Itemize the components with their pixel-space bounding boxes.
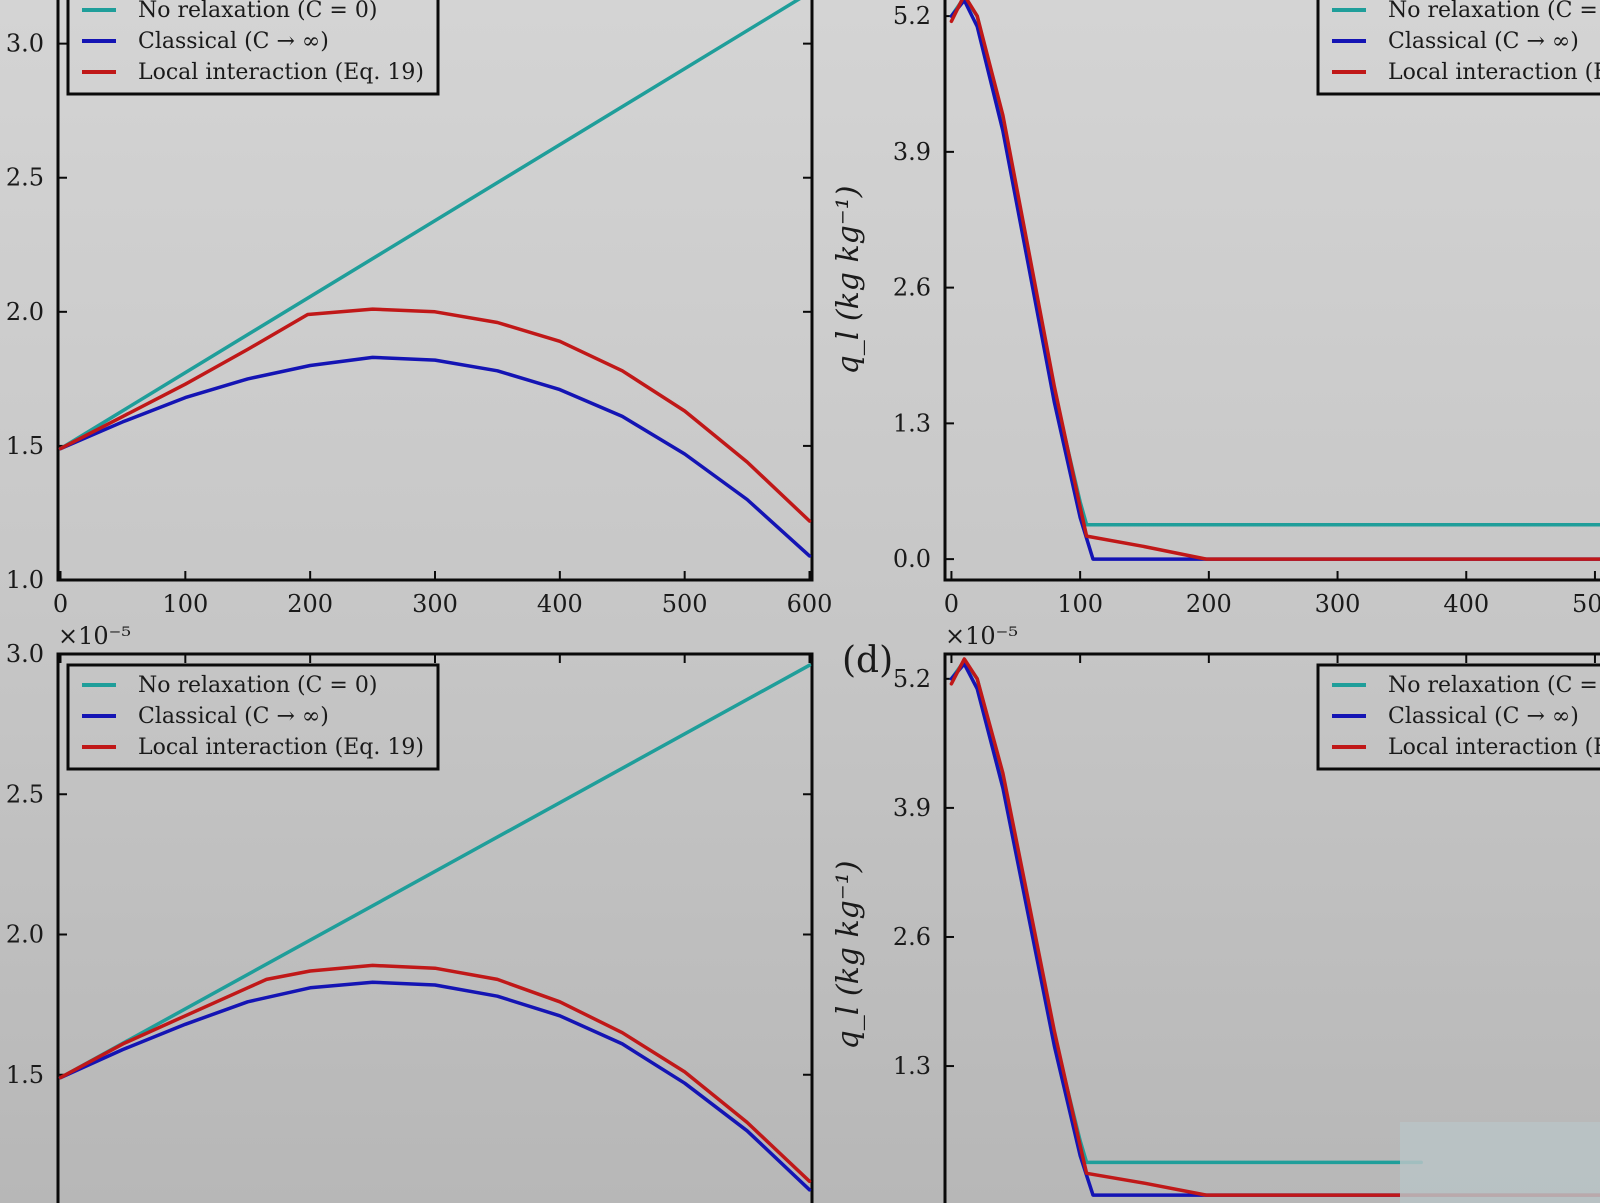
series-line-classical <box>58 355 812 558</box>
legend-label: No relaxation (C = <box>1388 673 1598 698</box>
legend: No relaxation (C = Classical (C → ∞) Local… <box>1316 0 1600 96</box>
legend-label: No relaxation (C = 0) <box>138 673 377 698</box>
legend-box <box>1316 0 1600 96</box>
x-tick-label: 300 <box>1315 590 1361 618</box>
y-tick-label: 2.0 <box>6 921 44 949</box>
y-tick-label: 1.5 <box>6 432 44 460</box>
y-tick-label: 1.0 <box>6 566 44 594</box>
legend-label: No relaxation (C = 0) <box>138 0 377 23</box>
y-tick-label: 5.2 <box>893 2 931 30</box>
legend: No relaxation (C = 0) Classical (C → ∞) Lo… <box>66 663 440 771</box>
legend-box <box>66 663 440 771</box>
y-tick-label: 2.5 <box>6 780 44 808</box>
axis-exponent-label: ×10⁻⁵ <box>58 622 131 650</box>
x-tick-label: 500 <box>1572 590 1600 618</box>
y-axis-label: q_l (kg kg⁻¹) <box>831 861 866 1050</box>
x-tick-label: 100 <box>1057 590 1103 618</box>
y-tick-label: 3.0 <box>6 30 44 58</box>
chart-panel-1: 1.0 1.5 2.0 2.5 3.0 0 100 200 300 400 500 600 No rel… <box>6 0 833 618</box>
panel-label: (d) <box>842 640 893 681</box>
series-line-no-relaxation <box>58 663 812 1080</box>
legend-label: Local interaction (Eq. 19) <box>138 60 424 85</box>
legend-label: Classical (C → ∞) <box>138 704 329 729</box>
legend-label: No relaxation (C = <box>1388 0 1598 23</box>
caption-overlay <box>1400 1122 1600 1203</box>
y-tick-label: 0.0 <box>893 545 931 573</box>
y-tick-label: 1.3 <box>893 1052 931 1080</box>
plot-frame <box>943 0 1600 582</box>
y-tick-label: 5.2 <box>893 665 931 693</box>
chart-panel-4: 1.3 2.6 3.9 5.2 No relaxation (C = Classical … <box>831 622 1600 1203</box>
series-line-local-interaction <box>58 307 812 523</box>
y-tick-label: 2.6 <box>893 274 931 302</box>
chart-panel-3: 1.5 2.0 2.5 3.0 No relaxation (C = 0) Classic… <box>6 622 814 1203</box>
legend-box <box>66 0 440 96</box>
plot-frame <box>56 0 814 582</box>
series-line-classical <box>949 662 1600 1197</box>
axis-exponent-label: ×10⁻⁵ <box>945 622 1018 650</box>
x-tick-label: 0 <box>53 590 68 618</box>
y-tick-label: 3.9 <box>893 138 931 166</box>
y-tick-label: 2.0 <box>6 298 44 326</box>
series-line-no-relaxation <box>58 0 801 451</box>
x-tick-label: 200 <box>287 590 333 618</box>
panels: 1.0 1.5 2.0 2.5 3.0 0 100 200 300 400 500 600 No rel… <box>6 0 1600 1203</box>
series-line-classical <box>949 0 1600 561</box>
y-tick-label: 2.5 <box>6 164 44 192</box>
legend-label: Classical (C → ∞) <box>1388 29 1579 54</box>
x-tick-label: 200 <box>1186 590 1232 618</box>
series-line-local-interaction <box>58 963 812 1184</box>
y-axis-label: q_l (kg kg⁻¹) <box>831 186 866 375</box>
y-tick-label: 1.3 <box>893 409 931 437</box>
y-tick-label: 1.5 <box>6 1061 44 1089</box>
x-tick-label: 400 <box>1443 590 1489 618</box>
legend-label: Local interaction (Eq <box>1388 735 1600 760</box>
legend-label: Classical (C → ∞) <box>1388 704 1579 729</box>
legend-label: Local interaction (Eq <box>1388 60 1600 85</box>
x-tick-label: 300 <box>412 590 458 618</box>
x-tick-label: 600 <box>787 590 833 618</box>
legend: No relaxation (C = Classical (C → ∞) Local… <box>1316 663 1600 771</box>
legend-label: Local interaction (Eq. 19) <box>138 735 424 760</box>
x-tick-label: 400 <box>537 590 583 618</box>
legend: No relaxation (C = 0) Classical (C → ∞) Lo… <box>66 0 440 96</box>
series-line-no-relaxation <box>949 659 1423 1165</box>
plot-frame <box>943 652 1600 1203</box>
x-tick-label: 0 <box>944 590 959 618</box>
y-tick-label: 2.6 <box>893 923 931 951</box>
x-tick-label: 100 <box>162 590 208 618</box>
series-line-classical <box>58 980 812 1192</box>
chart-panel-2: 0.0 1.3 2.6 3.9 5.2 0 100 200 300 400 500 No relaxa… <box>831 0 1600 618</box>
y-tick-label: 3.0 <box>6 640 44 668</box>
legend-label: Classical (C → ∞) <box>138 29 329 54</box>
series-line-local-interaction <box>949 0 1600 561</box>
x-tick-label: 500 <box>662 590 708 618</box>
legend-box <box>1316 663 1600 771</box>
series-line-local-interaction <box>949 657 1600 1197</box>
y-tick-label: 3.9 <box>893 794 931 822</box>
